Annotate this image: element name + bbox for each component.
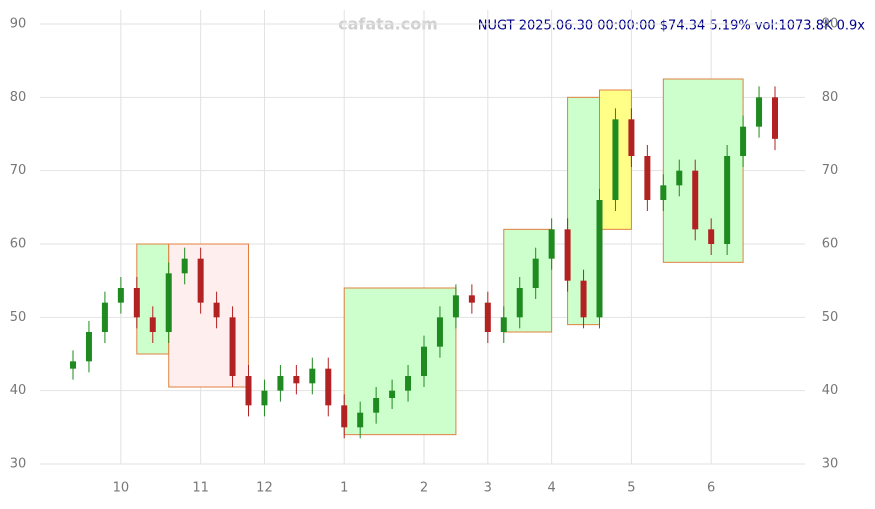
candle-body — [117, 288, 124, 303]
y-tick-label-right: 70 — [822, 163, 839, 178]
candle-body — [660, 185, 667, 200]
candle-body — [500, 317, 507, 332]
candle-body — [197, 258, 204, 303]
candle-body — [341, 405, 348, 428]
x-tick-label: 2 — [420, 481, 428, 496]
candle-body — [373, 398, 380, 413]
y-tick-label-right: 80 — [822, 90, 839, 105]
candle-body — [756, 97, 763, 127]
candle-body — [405, 376, 412, 391]
candle-body — [149, 317, 156, 332]
candle-body — [436, 317, 443, 347]
y-tick-label: 70 — [10, 163, 27, 178]
candle-body — [452, 295, 459, 318]
candle-body — [421, 346, 427, 376]
candle-body — [612, 119, 619, 200]
x-tick-label: 4 — [547, 481, 555, 496]
candle-body — [165, 273, 172, 332]
candle-body — [133, 288, 140, 318]
y-tick-label: 80 — [10, 90, 27, 105]
y-tick-label-right: 90 — [822, 17, 839, 32]
candle-body — [484, 302, 491, 332]
candle-body — [564, 229, 571, 281]
x-tick-label: 5 — [627, 481, 635, 496]
candle-body — [628, 119, 635, 156]
candle-body — [580, 280, 587, 318]
range-box — [503, 228, 553, 333]
y-tick-label-right: 30 — [822, 457, 839, 472]
candle-body — [357, 412, 364, 428]
y-tick-label: 50 — [10, 310, 27, 325]
x-tick-label: 11 — [192, 481, 209, 496]
x-tick-label: 10 — [113, 481, 130, 496]
candle-body — [70, 361, 76, 369]
chart-title: NUGT 2025.06.30 00:00:00 $74.34 5.19% vo… — [478, 19, 866, 34]
candle-body — [277, 376, 284, 391]
x-tick-label: 3 — [484, 481, 492, 496]
x-tick-label: 6 — [707, 481, 715, 496]
candle-body — [181, 258, 188, 274]
candle-body — [596, 200, 603, 318]
range-box — [168, 243, 250, 388]
y-tick-label-right: 50 — [822, 310, 839, 325]
candle-body — [516, 288, 523, 318]
range-box — [343, 287, 457, 436]
candle-body — [261, 390, 268, 406]
candle-body — [309, 368, 316, 384]
y-tick-label-right: 60 — [822, 237, 839, 252]
candle-body — [548, 229, 555, 259]
candle-body — [740, 126, 747, 156]
candle-body — [772, 97, 778, 139]
x-tick-label: 12 — [256, 481, 273, 496]
range-box — [662, 78, 744, 263]
candle-body — [468, 295, 475, 303]
candle-body — [245, 376, 252, 406]
candle-body — [644, 156, 651, 200]
y-tick-label: 30 — [10, 457, 27, 472]
y-tick-label: 60 — [10, 237, 27, 252]
y-tick-label: 90 — [10, 17, 27, 32]
candle-body — [676, 170, 683, 186]
y-tick-label: 40 — [10, 383, 27, 398]
x-tick-label: 1 — [340, 481, 348, 496]
candle-body — [293, 376, 300, 384]
candle-body — [213, 302, 220, 318]
candle-body — [85, 332, 92, 362]
candle-body — [724, 156, 731, 244]
y-tick-label-right: 40 — [822, 383, 839, 398]
candle-body — [389, 390, 396, 398]
candle-body — [532, 258, 539, 288]
candle-body — [229, 317, 236, 376]
candle-body — [692, 170, 699, 230]
candle-body — [708, 229, 715, 244]
candle-body — [101, 302, 108, 332]
candle-body — [325, 368, 332, 406]
